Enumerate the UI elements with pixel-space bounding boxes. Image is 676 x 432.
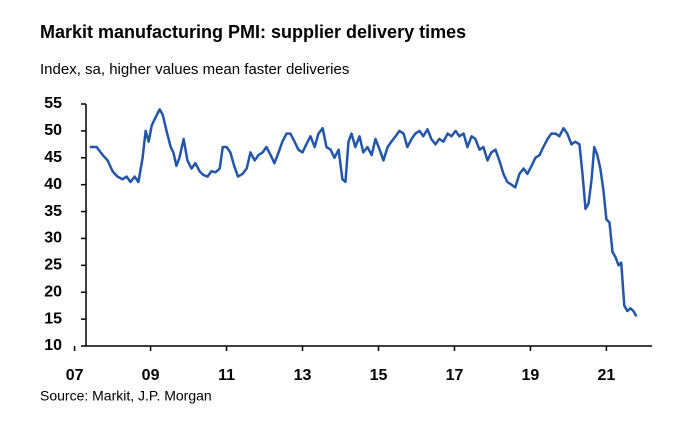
x-tick-label: 11 [218,367,235,384]
x-tick-label: 19 [522,367,540,384]
y-tick-label: 15 [44,310,62,327]
y-tick-label: 35 [44,203,62,220]
chart-subtitle: Index, sa, higher values mean faster del… [40,61,349,78]
y-tick-label: 50 [44,122,62,139]
x-tick-label: 15 [370,367,388,384]
x-tick-label: 13 [294,367,312,384]
y-tick-label: 10 [44,337,62,354]
y-tick-label: 40 [44,176,62,193]
x-tick-label: 09 [142,367,160,384]
line [89,108,638,318]
y-tick-label: 25 [44,257,62,274]
x-tick-label: 21 [598,367,616,384]
y-tick-label: 30 [44,230,62,247]
x-tick-label: 17 [446,367,464,384]
y-tick-label: 20 [44,283,62,300]
y-tick-label: 55 [44,95,62,112]
source: Source: Markit, J.P. Morgan [40,388,212,404]
chart-title: Markit manufacturing PMI: supplier deliv… [40,22,466,42]
y-tick-label: 45 [44,149,62,166]
x-tick-label: 07 [66,367,84,384]
